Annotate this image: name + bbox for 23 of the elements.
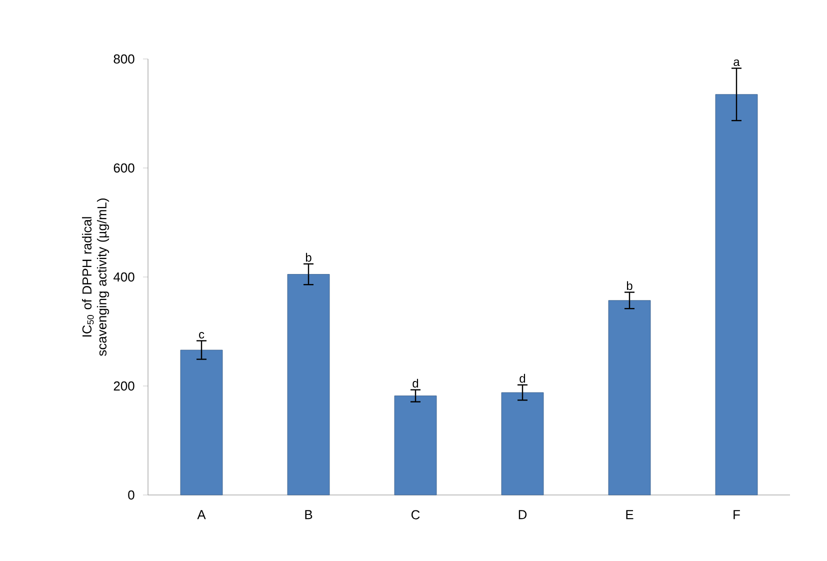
y-tick-label: 600	[114, 163, 134, 173]
x-tick-label: D	[518, 510, 527, 520]
y-tick-label: 200	[114, 381, 134, 391]
x-tick-label: F	[734, 510, 740, 520]
bar	[715, 94, 758, 496]
x-tick-label: A	[197, 510, 206, 520]
x-tick-label: B	[305, 510, 312, 520]
y-tick-label: 400	[114, 272, 134, 282]
bar	[608, 300, 651, 496]
bar	[501, 392, 544, 496]
bar	[394, 396, 437, 496]
y-tick-label: 800	[114, 54, 134, 64]
annotation: c	[199, 332, 204, 339]
annotation: b	[306, 252, 312, 262]
bar	[180, 350, 223, 496]
annotation: a	[734, 59, 740, 66]
x-tick-label: C	[411, 510, 420, 520]
annotation: b	[626, 281, 632, 290]
bar	[287, 274, 330, 496]
annotation: d	[520, 374, 526, 383]
x-tick-label: E	[626, 510, 634, 520]
y-tick-label: 0	[128, 490, 134, 500]
annotation: d	[412, 378, 418, 388]
